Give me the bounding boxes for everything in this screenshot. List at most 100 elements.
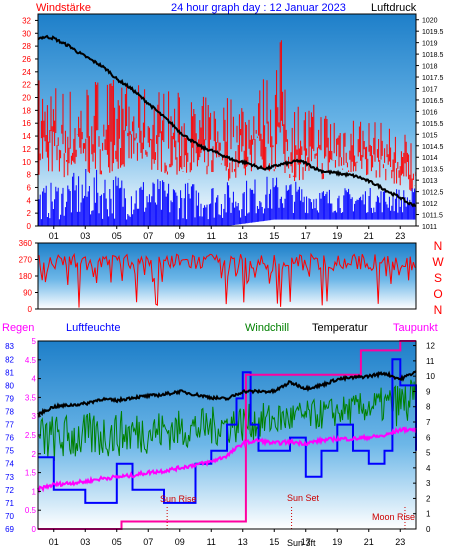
wind-y-tick-label: 0	[27, 222, 32, 231]
pressure-y-tick-label: 1012	[422, 201, 438, 208]
hour-tick-label: 09	[175, 231, 185, 241]
pressure-y-tick-label: 1014.5	[422, 144, 444, 151]
direction-y-tick-label: 270	[19, 256, 33, 265]
humidity-y-tick-label: 75	[5, 447, 14, 456]
hour-tick-label-lower: 23	[395, 537, 405, 547]
pressure-y-tick-label: 1018.5	[422, 52, 444, 59]
wind-y-tick-label: 28	[22, 42, 31, 51]
dewpoint-series	[37, 426, 417, 494]
wind-y-tick-label: 24	[22, 68, 31, 77]
gust-series	[38, 169, 417, 226]
wind-y-tick-label: 26	[22, 55, 31, 64]
legend-humidity: Luftfeuchte	[66, 322, 120, 334]
hour-tick-label: 07	[143, 231, 153, 241]
wind-y-tick-label: 32	[22, 16, 31, 25]
humidity-y-tick-label: 79	[5, 394, 14, 403]
rain-y-tick-label: 3	[32, 412, 37, 421]
direction-y-tick-label: 360	[19, 239, 33, 248]
compass-label: W	[432, 255, 444, 269]
hour-tick-label-lower: 17	[301, 537, 311, 547]
direction-y-tick-label: 0	[28, 305, 33, 314]
humidity-y-tick-label: 69	[5, 525, 14, 534]
temperature-y-tick-label: 2	[426, 494, 431, 503]
sun-marker-label: Sun 3ft	[287, 538, 316, 548]
wind-y-tick-label: 14	[22, 132, 31, 141]
direction-panel-bg	[38, 243, 416, 309]
pressure-y-tick-label: 1015	[422, 132, 438, 139]
direction-panel-frame	[37, 242, 417, 310]
wind-axis-title: Windstärke	[36, 2, 91, 14]
wind-y-tick-label: 22	[22, 81, 31, 90]
hour-tick-label-lower: 05	[112, 537, 122, 547]
compass-label: S	[434, 271, 442, 285]
hour-tick-label: 13	[238, 231, 248, 241]
humidity-y-tick-label: 73	[5, 473, 14, 482]
rain-y-tick-label: 4.5	[25, 356, 37, 365]
pressure-y-tick-label: 1016	[422, 109, 438, 116]
pressure-y-tick-label: 1014	[422, 155, 438, 162]
wind-y-tick-label: 10	[22, 158, 31, 167]
wind-y-tick-label: 12	[22, 145, 31, 154]
hour-tick-label: 03	[80, 231, 90, 241]
temperature-y-tick-label: 4	[426, 464, 431, 473]
compass-label: N	[434, 239, 443, 253]
annotation-moon-rise: Moon Rise	[372, 512, 415, 522]
pressure-y-tick-label: 1015.5	[422, 121, 444, 128]
wind-panel-frame	[37, 13, 417, 227]
hour-tick-label-lower: 19	[332, 537, 342, 547]
pressure-y-tick-label: 1011	[422, 224, 437, 231]
rain-y-tick-label: 3.5	[25, 393, 37, 402]
wind-y-tick-label: 8	[27, 171, 32, 180]
humidity-y-tick-label: 78	[5, 408, 14, 417]
temperature-y-tick-label: 7	[426, 418, 431, 427]
hour-tick-label: 05	[112, 231, 122, 241]
rain-y-tick-label: 1.5	[25, 469, 37, 478]
annotation-sun-rise: Sun Rise	[160, 494, 197, 504]
humidity-y-tick-label: 77	[5, 421, 14, 430]
wind-y-tick-label: 6	[27, 183, 32, 192]
wind-y-tick-label: 2	[27, 209, 32, 218]
hour-tick-label: 15	[269, 231, 279, 241]
hour-tick-label-lower: 21	[364, 537, 374, 547]
pressure-y-tick-label: 1016.5	[422, 98, 444, 105]
wind-y-tick-label: 30	[22, 29, 31, 38]
rain-series	[38, 340, 416, 530]
temperature-series	[37, 370, 417, 419]
pressure-axis-title: Luftdruck	[371, 2, 417, 14]
wind-y-tick-label: 4	[27, 196, 32, 205]
humidity-y-tick-label: 81	[5, 368, 14, 377]
temperature-y-tick-label: 5	[426, 449, 431, 458]
pressure-y-tick-label: 1020	[422, 18, 438, 25]
temperature-y-tick-label: 0	[426, 525, 431, 534]
hour-tick-label: 11	[207, 231, 216, 241]
hour-tick-label-lower: 15	[269, 537, 279, 547]
axes-layer: 0246810121416182022242628303210111011.51…	[5, 16, 444, 547]
humidity-y-tick-label: 71	[5, 499, 14, 508]
humidity-y-tick-label: 74	[5, 460, 14, 469]
temperature-y-tick-label: 12	[426, 342, 435, 351]
hour-tick-label-lower: 01	[49, 537, 59, 547]
hour-tick-label: 23	[395, 231, 405, 241]
windchill-series	[38, 379, 416, 461]
annotation-sun-set: Sun Set	[287, 493, 320, 503]
temperature-y-tick-label: 3	[426, 479, 431, 488]
legend-temperature: Temperatur	[312, 322, 368, 334]
pressure-y-tick-label: 1019.5	[422, 29, 444, 36]
wind-y-tick-label: 16	[22, 119, 31, 128]
direction-y-tick-label: 180	[19, 272, 33, 281]
rain-y-tick-label: 1	[32, 487, 37, 496]
humidity-y-tick-label: 80	[5, 381, 14, 390]
bands-layer	[38, 40, 417, 461]
temperature-y-tick-label: 6	[426, 433, 431, 442]
lines-layer	[37, 34, 417, 530]
hour-tick-label-lower: 09	[175, 537, 185, 547]
hour-tick-label-lower: 03	[80, 537, 90, 547]
pressure-y-tick-label: 1011.5	[422, 213, 443, 220]
temperature-y-tick-label: 9	[426, 387, 431, 396]
pressure-y-tick-label: 1017.5	[422, 75, 444, 82]
wind-speed-series	[38, 40, 417, 191]
rain-y-tick-label: 5	[32, 337, 37, 346]
hour-tick-label: 01	[49, 231, 59, 241]
pressure-y-tick-label: 1017	[422, 86, 438, 93]
